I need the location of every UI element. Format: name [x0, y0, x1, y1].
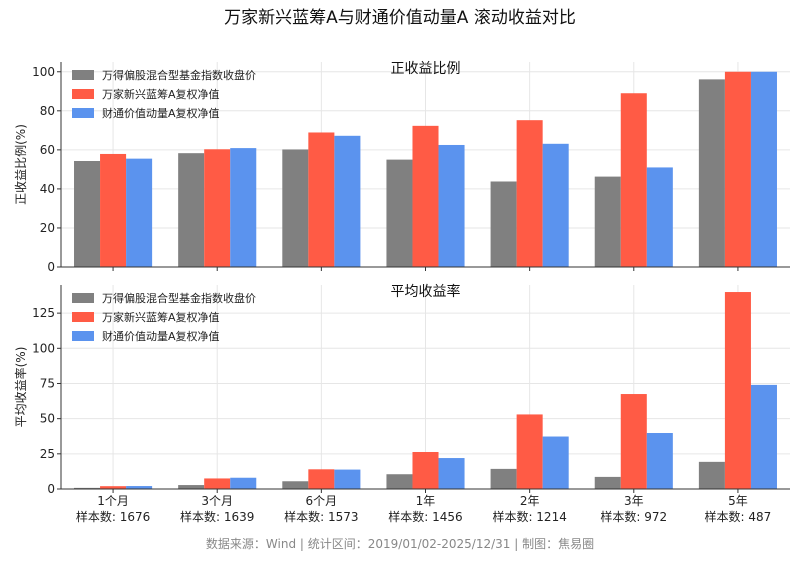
bar-series-2-cat-2	[334, 469, 361, 489]
bar-series-0-cat-1	[178, 153, 205, 267]
bar-series-1-cat-1	[204, 478, 231, 489]
bar-series-1-cat-3	[412, 125, 439, 267]
x-tick-label: 1年	[416, 494, 436, 508]
legend-swatch	[72, 70, 94, 80]
x-sample-label: 样本数: 1639	[180, 509, 254, 524]
legend-label: 财通价值动量A复权净值	[102, 329, 220, 343]
bar-series-1-cat-2	[308, 469, 335, 489]
bar-series-1-cat-1	[204, 149, 231, 267]
chart-title: 万家新兴蓝筹A与财通价值动量A 滚动收益对比	[224, 8, 576, 28]
y-axis-label: 平均收益率(%)	[13, 347, 28, 428]
bar-series-2-cat-5	[646, 167, 673, 267]
x-sample-label: 样本数: 1214	[492, 509, 566, 524]
bar-series-1-cat-4	[516, 414, 543, 489]
bar-series-2-cat-3	[438, 144, 465, 267]
x-sample-label: 样本数: 1456	[388, 509, 462, 524]
bar-series-2-cat-0	[126, 486, 153, 489]
bar-series-1-cat-6	[724, 71, 751, 267]
bar-series-1-cat-0	[100, 153, 127, 267]
bar-series-2-cat-5	[646, 433, 673, 489]
bar-series-2-cat-2	[334, 135, 361, 267]
x-sample-label: 样本数: 1573	[284, 509, 358, 524]
bar-series-2-cat-4	[542, 436, 569, 489]
x-sample-label: 样本数: 972	[600, 509, 667, 524]
y-tick-label: 25	[40, 447, 55, 461]
legend-label: 万得偏股混合型基金指数收盘价	[102, 68, 256, 82]
bar-series-1-cat-4	[516, 120, 543, 267]
x-sample-label: 样本数: 487	[705, 509, 772, 524]
y-axis-label: 正收益比例(%)	[14, 124, 28, 205]
bar-series-2-cat-3	[438, 458, 465, 489]
legend-swatch	[72, 312, 94, 322]
legend-swatch	[72, 293, 94, 303]
bar-series-0-cat-4	[490, 181, 517, 267]
bar-series-0-cat-2	[282, 481, 309, 489]
x-tick-label: 2年	[520, 494, 540, 508]
bar-series-1-cat-6	[724, 292, 751, 489]
bar-series-0-cat-3	[386, 474, 413, 489]
bar-series-0-cat-6	[698, 79, 725, 267]
footer-source: 数据来源：Wind | 统计区间：2019/01/02-2025/12/31 |…	[206, 536, 594, 551]
y-tick-label: 20	[40, 221, 55, 235]
bar-series-0-cat-0	[74, 487, 101, 489]
bar-series-0-cat-6	[698, 461, 725, 489]
legend-label: 万家新兴蓝筹A复权净值	[102, 87, 220, 101]
bar-series-2-cat-4	[542, 143, 569, 267]
bar-series-0-cat-5	[594, 476, 621, 489]
bar-series-2-cat-1	[230, 477, 257, 489]
bar-series-0-cat-2	[282, 149, 309, 267]
bar-series-1-cat-5	[620, 394, 647, 489]
bar-series-2-cat-0	[126, 158, 153, 267]
y-tick-label: 50	[40, 412, 55, 426]
legend-label: 万得偏股混合型基金指数收盘价	[102, 291, 256, 305]
y-tick-label: 60	[40, 143, 55, 157]
bar-series-1-cat-0	[100, 486, 127, 489]
bar-series-1-cat-2	[308, 132, 335, 267]
x-tick-label: 6个月	[306, 494, 338, 508]
subplot-title: 平均收益率	[391, 283, 461, 300]
y-tick-label: 80	[40, 104, 55, 118]
y-tick-label: 100	[32, 341, 55, 355]
y-tick-label: 100	[32, 65, 55, 79]
legend-swatch	[72, 331, 94, 341]
y-tick-label: 40	[40, 182, 55, 196]
bar-series-0-cat-5	[594, 176, 621, 267]
legend-swatch	[72, 89, 94, 99]
subplot-title: 正收益比例	[391, 61, 461, 77]
x-tick-label: 3个月	[201, 494, 233, 508]
x-tick-label: 3年	[624, 494, 644, 508]
x-tick-label: 5年	[728, 494, 748, 508]
bar-series-1-cat-3	[412, 451, 439, 489]
y-tick-label: 125	[32, 306, 55, 320]
bar-series-2-cat-1	[230, 148, 257, 267]
x-sample-label: 样本数: 1676	[76, 509, 150, 524]
legend-label: 财通价值动量A复权净值	[102, 106, 220, 120]
bar-series-0-cat-0	[74, 160, 101, 267]
bar-series-2-cat-6	[750, 384, 777, 489]
bar-series-0-cat-3	[386, 159, 413, 267]
y-tick-label: 75	[40, 376, 55, 390]
y-tick-label: 0	[47, 482, 55, 496]
legend-label: 万家新兴蓝筹A复权净值	[102, 310, 220, 324]
bar-series-2-cat-6	[750, 71, 777, 267]
bar-series-0-cat-1	[178, 485, 205, 489]
y-tick-label: 0	[47, 260, 55, 274]
bar-series-0-cat-4	[490, 468, 517, 489]
x-tick-label: 1个月	[97, 494, 129, 508]
legend-swatch	[72, 108, 94, 118]
bar-series-1-cat-5	[620, 93, 647, 267]
